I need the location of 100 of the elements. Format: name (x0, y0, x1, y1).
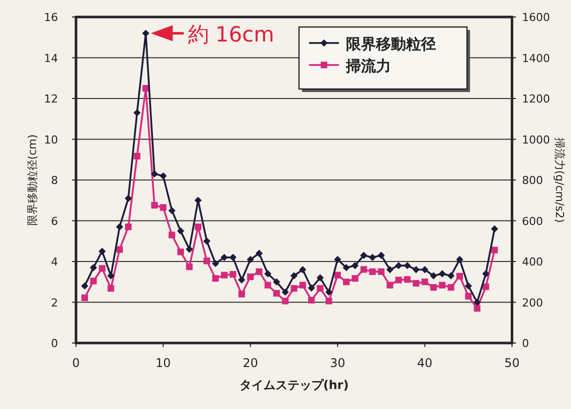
point (421, 266, 428, 274)
point (194, 196, 202, 204)
point (264, 270, 272, 278)
y2-axis-title: 掃流力(g/cm/s2) (553, 137, 566, 223)
point (125, 224, 132, 230)
x-axis-title: タイムステップ(hr) (239, 378, 349, 392)
y2-tick-label: 0 (522, 337, 529, 350)
point (134, 152, 140, 160)
point (386, 282, 394, 288)
point (395, 276, 402, 284)
point (272, 278, 280, 286)
point (351, 262, 359, 270)
point (316, 285, 324, 292)
point (422, 278, 428, 286)
point (360, 266, 368, 273)
point (404, 276, 411, 283)
point (203, 238, 210, 245)
point (448, 284, 454, 291)
point (108, 285, 114, 292)
point (456, 272, 463, 280)
x-tick-label: 0 (72, 356, 80, 370)
x-tick-label: 40 (417, 356, 432, 370)
point (474, 305, 480, 312)
point (151, 202, 158, 209)
x-tick-label: 20 (242, 356, 258, 370)
legend-label: 限界移動粒径 (346, 35, 436, 53)
y-tick-label: 0 (51, 337, 58, 350)
legend-label: 掃流力 (345, 57, 391, 75)
x-tick-label: 50 (504, 356, 520, 370)
point (168, 206, 176, 214)
point (124, 194, 132, 202)
point (290, 272, 298, 280)
point (282, 298, 289, 304)
point (465, 292, 472, 300)
point (378, 268, 384, 275)
point (238, 276, 246, 284)
point (256, 250, 263, 257)
point (186, 263, 193, 270)
point (150, 170, 158, 178)
y2-tick-label: 1400 (522, 52, 550, 65)
point (264, 282, 272, 288)
point (133, 109, 141, 116)
point (378, 252, 385, 259)
point (412, 266, 420, 274)
y2-tick-label: 800 (522, 174, 543, 187)
point (186, 246, 193, 253)
point (352, 275, 358, 282)
point (430, 284, 437, 291)
y2-tick-label: 600 (522, 214, 543, 228)
point (204, 258, 210, 264)
point (456, 256, 464, 264)
y2-tick-label: 1200 (522, 92, 550, 106)
point (464, 282, 472, 290)
point (360, 252, 368, 259)
point (81, 294, 88, 302)
point (98, 265, 106, 272)
point (308, 296, 315, 304)
point (482, 270, 490, 278)
point (308, 284, 316, 292)
point (491, 246, 498, 254)
point (290, 285, 298, 292)
point (299, 282, 306, 288)
point (412, 280, 420, 287)
point (220, 254, 228, 262)
point (386, 266, 394, 274)
point (482, 283, 490, 290)
point (282, 288, 289, 296)
y2-tick-label: 1000 (522, 133, 550, 146)
x-tick-label: 10 (156, 356, 171, 370)
point (342, 264, 350, 272)
point (177, 227, 184, 235)
y2-tick-label: 1600 (522, 11, 550, 24)
point (116, 246, 123, 253)
point (256, 268, 262, 275)
point (116, 223, 124, 230)
point (90, 278, 97, 284)
point (438, 282, 446, 288)
point (430, 272, 438, 280)
point (334, 256, 342, 264)
point (168, 232, 176, 238)
point (343, 278, 350, 286)
point (212, 260, 220, 268)
annotation: 約 16cm (188, 22, 274, 46)
y-tick-label: 8 (51, 174, 58, 187)
x-tick-label: 30 (330, 356, 346, 370)
point (246, 256, 254, 264)
point (316, 274, 324, 282)
point (325, 288, 332, 296)
y2-tick-label: 200 (522, 296, 543, 310)
point (490, 225, 498, 232)
point (299, 266, 306, 274)
point (142, 30, 150, 37)
point (90, 264, 98, 272)
point (404, 262, 411, 270)
point (238, 290, 245, 298)
point (273, 290, 280, 297)
y-tick-label: 12 (44, 92, 58, 106)
point (230, 271, 236, 278)
point (438, 270, 446, 278)
y-tick-label: 2 (51, 296, 58, 310)
